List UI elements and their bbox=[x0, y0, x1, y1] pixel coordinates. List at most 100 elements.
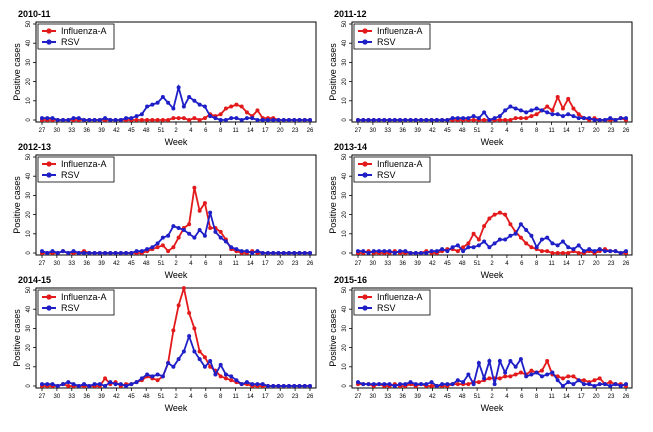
x-tick-label: 11 bbox=[232, 261, 239, 267]
panel-title: 2010-11 bbox=[18, 9, 51, 19]
x-tick-label: 17 bbox=[262, 261, 269, 267]
x-tick-label: 39 bbox=[414, 394, 421, 400]
data-point bbox=[302, 118, 307, 122]
data-point bbox=[61, 118, 66, 122]
data-point bbox=[471, 114, 476, 119]
data-point bbox=[503, 370, 508, 375]
x-tick-label: 2 bbox=[174, 394, 178, 400]
data-point bbox=[234, 378, 239, 383]
data-point bbox=[608, 116, 613, 121]
data-point bbox=[513, 116, 518, 121]
data-point bbox=[276, 384, 281, 388]
data-point bbox=[461, 116, 466, 121]
y-tick-label: 0 bbox=[342, 251, 348, 255]
data-point bbox=[618, 251, 623, 255]
data-point bbox=[97, 118, 102, 122]
data-point bbox=[297, 384, 302, 388]
series-RSV bbox=[40, 333, 312, 388]
data-point bbox=[581, 378, 586, 383]
data-point bbox=[513, 372, 518, 377]
data-point bbox=[550, 112, 555, 117]
data-point bbox=[492, 241, 497, 246]
y-axis-label: Positive cases bbox=[12, 176, 22, 234]
data-point bbox=[40, 116, 44, 121]
series-line bbox=[358, 211, 626, 254]
data-point bbox=[61, 382, 66, 387]
data-point bbox=[497, 114, 502, 119]
x-tick-label: 30 bbox=[370, 394, 377, 400]
x-tick-label: 11 bbox=[548, 128, 555, 134]
data-point bbox=[461, 249, 466, 254]
data-point bbox=[608, 384, 613, 388]
data-point bbox=[113, 251, 118, 255]
legend-swatch-marker bbox=[46, 294, 52, 300]
data-point bbox=[202, 233, 207, 238]
data-point bbox=[155, 372, 160, 377]
x-tick-label: 2 bbox=[490, 394, 494, 400]
data-point bbox=[113, 118, 118, 122]
data-point bbox=[292, 118, 297, 122]
data-point bbox=[550, 241, 555, 246]
data-point bbox=[471, 118, 476, 122]
data-point bbox=[150, 118, 155, 122]
data-point bbox=[450, 116, 455, 121]
x-tick-label: 2 bbox=[174, 261, 178, 267]
series-RSV bbox=[356, 357, 628, 388]
data-point bbox=[192, 326, 197, 331]
y-tick-label: 50 bbox=[342, 20, 348, 27]
data-point bbox=[260, 118, 265, 122]
x-tick-label: 48 bbox=[459, 128, 466, 134]
data-point bbox=[92, 118, 97, 122]
data-point bbox=[566, 380, 571, 385]
data-point bbox=[476, 380, 481, 385]
data-point bbox=[45, 251, 50, 255]
x-tick-label: 14 bbox=[563, 261, 570, 267]
data-point bbox=[223, 372, 228, 377]
data-point bbox=[371, 382, 376, 387]
data-point bbox=[513, 364, 518, 369]
data-point bbox=[55, 118, 60, 122]
data-point bbox=[392, 118, 397, 122]
data-point bbox=[476, 243, 481, 248]
x-tick-label: 17 bbox=[262, 128, 269, 134]
data-point bbox=[97, 251, 102, 255]
data-point bbox=[129, 116, 134, 121]
data-point bbox=[408, 380, 413, 385]
data-point bbox=[455, 382, 460, 387]
x-tick-label: 33 bbox=[384, 394, 391, 400]
data-point bbox=[250, 382, 255, 387]
x-tick-label: 20 bbox=[277, 128, 284, 134]
data-point bbox=[382, 382, 387, 387]
data-point bbox=[497, 359, 502, 364]
data-point bbox=[260, 251, 265, 255]
y-tick-label: 0 bbox=[26, 118, 32, 122]
y-tick-label: 50 bbox=[26, 20, 32, 27]
data-point bbox=[202, 116, 207, 121]
data-point bbox=[503, 212, 508, 217]
data-point bbox=[576, 112, 581, 117]
x-axis-label: Week bbox=[481, 270, 504, 280]
x-tick-label: 42 bbox=[429, 261, 436, 267]
data-point bbox=[366, 251, 371, 255]
data-point bbox=[213, 116, 218, 121]
data-point bbox=[271, 384, 276, 388]
data-point bbox=[150, 245, 155, 250]
panel-title: 2012-13 bbox=[18, 142, 51, 152]
x-tick-label: 45 bbox=[444, 128, 451, 134]
panel-title: 2015-16 bbox=[334, 275, 367, 285]
data-point bbox=[160, 118, 165, 122]
y-tick-label: 40 bbox=[26, 305, 32, 312]
y-tick-label: 40 bbox=[342, 305, 348, 312]
data-point bbox=[550, 370, 555, 375]
data-point bbox=[150, 374, 155, 379]
x-tick-label: 17 bbox=[578, 128, 585, 134]
x-tick-label: 4 bbox=[189, 394, 193, 400]
data-point bbox=[87, 251, 92, 255]
data-point bbox=[602, 249, 607, 254]
data-point bbox=[308, 384, 312, 388]
panel-2014-15: 2014-15 0 10 20 30 40 50 Positive cases 27 30 33 36… bbox=[12, 275, 317, 413]
x-tick-label: 48 bbox=[459, 394, 466, 400]
x-tick-label: 30 bbox=[54, 128, 61, 134]
data-point bbox=[40, 382, 44, 387]
data-point bbox=[281, 384, 286, 388]
